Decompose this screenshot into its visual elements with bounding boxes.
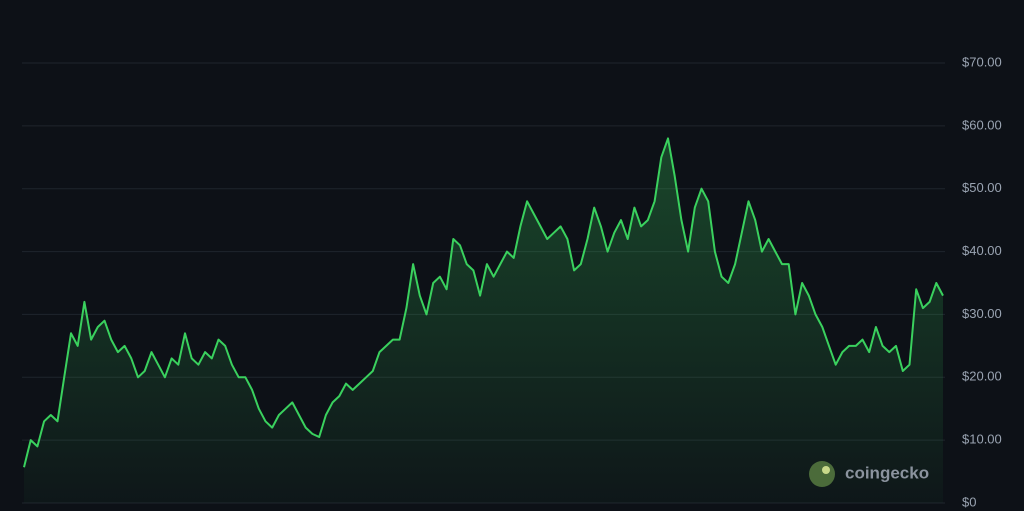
watermark: coingecko [845, 463, 929, 482]
watermark-logo [809, 461, 835, 487]
y-tick-label: $60.00 [962, 117, 1002, 132]
area [24, 138, 943, 503]
plot [23, 137, 944, 503]
watermark-logo-eye [822, 466, 830, 474]
y-tick-label: $0 [962, 494, 976, 509]
y-tick-label: $10.00 [962, 432, 1002, 447]
y-tick-label: $20.00 [962, 369, 1002, 384]
y-tick-label: $70.00 [962, 54, 1002, 69]
y-tick-label: $50.00 [962, 180, 1002, 195]
watermark-group: coingecko [809, 461, 929, 487]
y-tick-label: $30.00 [962, 306, 1002, 321]
price-line [23, 137, 944, 468]
y-tick-label: $40.00 [962, 243, 1002, 258]
